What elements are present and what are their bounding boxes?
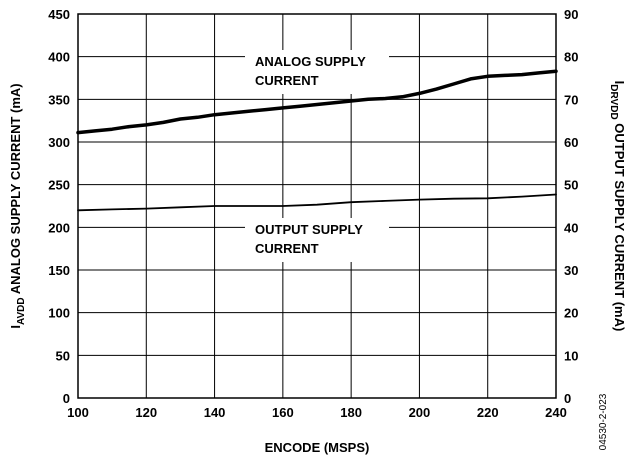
- y-axis-left-title-prefix: I: [8, 325, 23, 329]
- y-right-tick-label: 0: [564, 391, 571, 406]
- series-line-2: [77, 193, 557, 212]
- annotation-background: [245, 218, 389, 262]
- y-left-tick-label: 200: [48, 220, 70, 235]
- y-axis-left-title: IAVDD ANALOG SUPPLY CURRENT (mA): [8, 83, 27, 328]
- y-left-tick-label: 100: [48, 306, 70, 321]
- x-tick-label: 160: [272, 405, 294, 420]
- annotation-2-line-2: CURRENT: [255, 241, 319, 256]
- x-tick-label: 200: [409, 405, 431, 420]
- x-tick-label: 240: [545, 405, 567, 420]
- y-left-tick-label: 400: [48, 50, 70, 65]
- series-line-1: [76, 69, 558, 135]
- y-left-tick-label: 450: [48, 7, 70, 22]
- plot-frame: [77, 13, 557, 399]
- y-left-tick-label: 0: [63, 391, 70, 406]
- x-tick-label: 220: [477, 405, 499, 420]
- series-layer: [76, 69, 558, 212]
- y-right-tick-label: 70: [564, 92, 578, 107]
- annotation-2-line-1: OUTPUT SUPPLY: [255, 222, 363, 237]
- y-left-tick-label: 350: [48, 92, 70, 107]
- figure-id: 04530-2-023: [598, 393, 609, 450]
- y-axis-left-title-suffix: ANALOG SUPPLY CURRENT (mA): [8, 83, 23, 297]
- annotations: ANALOG SUPPLY CURRENT OUTPUT SUPPLY CURRENT: [255, 54, 366, 256]
- y-left-tick-label: 250: [48, 178, 70, 193]
- y-right-tick-label: 90: [564, 7, 578, 22]
- x-tick-label: 120: [135, 405, 157, 420]
- annotation-1-line-2: CURRENT: [255, 73, 319, 88]
- y-axis-right-title-sub: DRVDD: [608, 84, 619, 119]
- annotation-background: [245, 50, 389, 94]
- y-right-tick-label: 80: [564, 50, 578, 65]
- y-right-tick-label: 40: [564, 220, 578, 235]
- x-axis-title: ENCODE (MSPS): [265, 440, 370, 455]
- y-right-tick-label: 50: [564, 178, 578, 193]
- y-axis-left-title-sub: AVDD: [16, 297, 27, 325]
- y-left-tick-label: 50: [56, 348, 70, 363]
- y-axis-right-title-prefix: I: [612, 81, 625, 85]
- annotation-boxes: [245, 50, 389, 262]
- y-right-tick-label: 10: [564, 348, 578, 363]
- x-tick-label: 100: [67, 405, 89, 420]
- y-left-tick-label: 300: [48, 135, 70, 150]
- y-axis-right-title: IDRVDD OUTPUT SUPPLY CURRENT (mA): [608, 81, 625, 332]
- y-left-tick-label: 150: [48, 263, 70, 278]
- y-right-tick-label: 30: [564, 263, 578, 278]
- x-tick-label: 140: [204, 405, 226, 420]
- y-right-tick-label: 20: [564, 306, 578, 321]
- y-axis-right-title-suffix: OUTPUT SUPPLY CURRENT (mA): [612, 120, 625, 332]
- x-tick-label: 180: [340, 405, 362, 420]
- tick-labels: 100 120 140 160 180 200 220 2400501001502002503…: [48, 7, 578, 420]
- annotation-1-line-1: ANALOG SUPPLY: [255, 54, 366, 69]
- y-right-tick-label: 60: [564, 135, 578, 150]
